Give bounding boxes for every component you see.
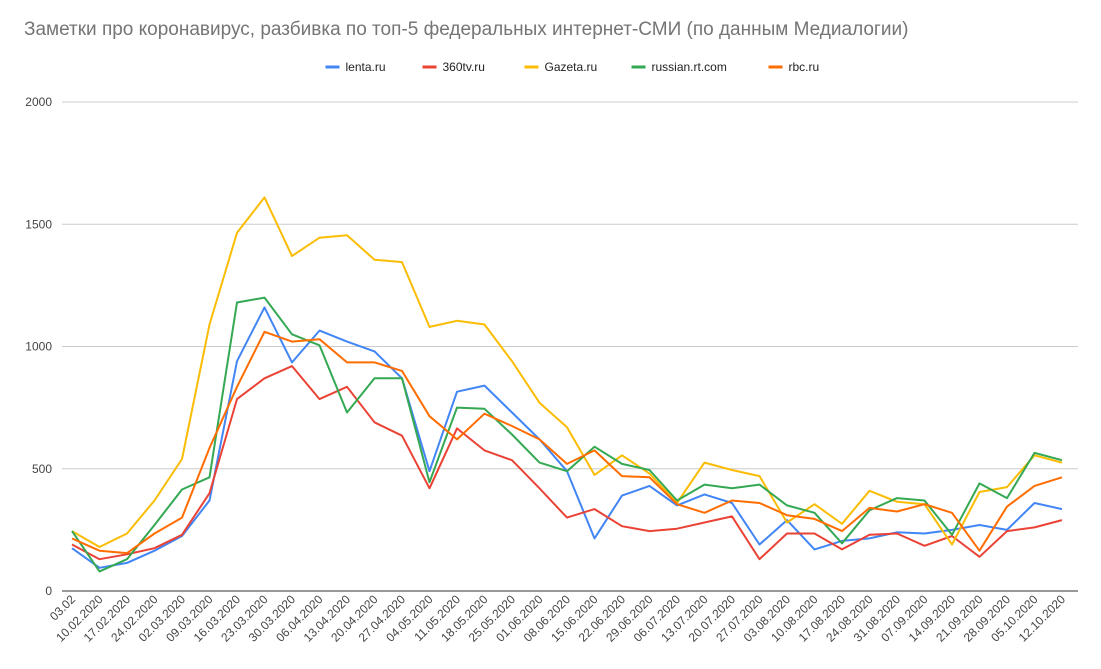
legend: lenta.ru 360tv.ru Gazeta.ru russian.rt.com r… bbox=[325, 60, 820, 74]
legend-item: rbc.ru bbox=[768, 60, 820, 74]
series-line-russian-rt-com bbox=[71, 296, 1063, 573]
legend-label: rbc.ru bbox=[789, 60, 820, 74]
legend-item: russian.rt.com bbox=[631, 60, 727, 74]
series-lines bbox=[71, 196, 1063, 573]
chart-title: Заметки про коронавирус, разбивка по топ… bbox=[24, 19, 908, 40]
y-tick-label: 1000 bbox=[25, 340, 52, 354]
y-tick-label: 1500 bbox=[25, 217, 52, 231]
x-axis: 03.0210.02.202017.02.202024.02.202002.03… bbox=[47, 592, 1068, 645]
legend-label: lenta.ru bbox=[346, 60, 386, 74]
legend-label: Gazeta.ru bbox=[545, 60, 598, 74]
series-line-rbc-ru bbox=[71, 330, 1063, 555]
y-tick-label: 2000 bbox=[25, 95, 52, 109]
series-line-360tv-ru bbox=[71, 365, 1063, 561]
legend-label: russian.rt.com bbox=[652, 60, 727, 74]
y-axis: 0 500 1000 1500 2000 bbox=[25, 95, 52, 598]
y-tick-label: 500 bbox=[32, 462, 52, 476]
legend-item: 360tv.ru bbox=[422, 60, 485, 74]
y-tick-label: 0 bbox=[45, 584, 52, 598]
legend-item: lenta.ru bbox=[325, 60, 386, 74]
series-line-Gazeta-ru bbox=[71, 196, 1063, 548]
legend-item: Gazeta.ru bbox=[524, 60, 598, 74]
legend-label: 360tv.ru bbox=[443, 60, 485, 74]
